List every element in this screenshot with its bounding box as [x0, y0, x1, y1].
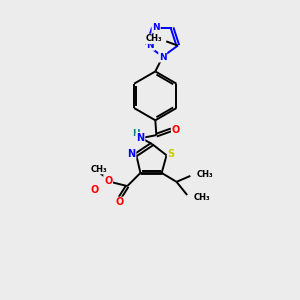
Text: O: O — [116, 197, 124, 207]
Text: N: N — [128, 148, 136, 159]
Text: O: O — [104, 176, 112, 186]
Text: O: O — [91, 185, 99, 195]
Text: S: S — [168, 149, 175, 159]
Text: CH₃: CH₃ — [91, 165, 108, 174]
Text: N: N — [136, 133, 145, 143]
Text: CH₃: CH₃ — [194, 193, 210, 202]
Text: O: O — [172, 125, 180, 135]
Text: H: H — [132, 128, 140, 137]
Text: CH₃: CH₃ — [146, 34, 162, 43]
Text: N: N — [146, 41, 154, 50]
Text: N: N — [159, 53, 166, 62]
Text: CH₃: CH₃ — [197, 170, 213, 179]
Text: N: N — [152, 23, 160, 32]
